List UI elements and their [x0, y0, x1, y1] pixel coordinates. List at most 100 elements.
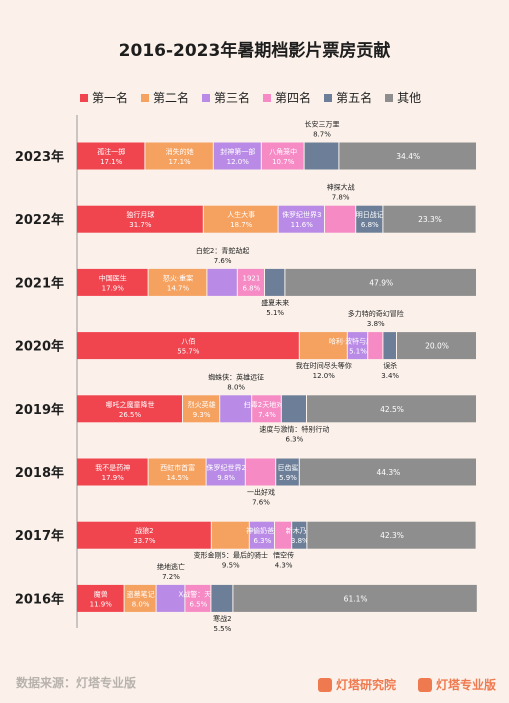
- bar-2020-6: [397, 332, 476, 360]
- bar-2019-2: [183, 395, 220, 423]
- bar-2023-5: [304, 142, 339, 170]
- bar-2019-3: [220, 395, 252, 423]
- bar-value-2023-2: 17.1%: [168, 158, 191, 166]
- bar-2017-6: [307, 521, 476, 549]
- year-label-2023: 2023年: [15, 149, 64, 165]
- bar-value-2023-3: 12.0%: [227, 158, 250, 166]
- bar-name-2016-3: 绝地逃亡: [157, 562, 185, 571]
- bar-value-2021-6: 47.9%: [369, 278, 393, 287]
- bar-value-2023-5: 8.7%: [313, 131, 331, 139]
- bar-name-2018-4: 一出好戏: [247, 488, 275, 497]
- bar-2019-4: [252, 395, 281, 423]
- bar-name-2017-2: 变形金刚5：最后的骑士: [194, 551, 268, 560]
- bar-name-2023-3: 封神第一部: [220, 147, 255, 156]
- bar-value-2022-3: 11.6%: [291, 221, 314, 229]
- bar-value-2021-4: 6.8%: [243, 284, 261, 292]
- bar-2023-1: [77, 142, 145, 170]
- bar-name-2020-2: 我在时间尽头等你: [296, 361, 352, 370]
- bar-name-2023-4: 八角笼中: [269, 147, 297, 156]
- bar-2020-1: [77, 332, 299, 360]
- legend-item-5: 第五名: [324, 89, 372, 106]
- legend-label-3: 第三名: [214, 91, 251, 105]
- bar-name-2019-1: 哪吒之魔童降世: [106, 400, 155, 409]
- bar-value-2020-6: 20.0%: [425, 342, 449, 351]
- bar-2016-1: [77, 584, 124, 612]
- bar-name-2021-3: 白蛇2：青蛇劫起: [196, 246, 249, 255]
- bar-value-2020-4: 3.8%: [367, 320, 385, 328]
- bar-2017-5: [292, 521, 307, 549]
- bar-2022-3: [278, 205, 324, 233]
- bar-value-2019-5: 6.3%: [286, 435, 304, 443]
- legend-item-3: 第三名: [202, 89, 250, 106]
- legend-label-5: 第五名: [336, 91, 373, 105]
- legend-label-2: 第二名: [153, 91, 190, 105]
- bar-name-2022-2: 人生大事: [227, 210, 255, 219]
- bar-value-2022-5: 6.8%: [361, 221, 379, 229]
- year-label-2022: 2022年: [15, 212, 64, 228]
- bar-value-2018-4: 7.6%: [252, 499, 270, 507]
- year-label-2017: 2017年: [15, 528, 64, 544]
- bar-name-2022-3: 侏罗纪世界3: [282, 210, 321, 219]
- bar-name-2020-1: 八佰: [181, 337, 195, 346]
- legend-label-1: 第一名: [92, 91, 129, 105]
- bar-2018-6: [299, 458, 476, 486]
- bar-name-2019-4: 扫毒2天地对决: [244, 400, 290, 409]
- bar-value-2018-6: 44.3%: [376, 468, 400, 477]
- bar-2021-2: [148, 268, 207, 296]
- bar-value-2021-3: 7.6%: [214, 257, 232, 265]
- bar-value-2017-3: 6.3%: [254, 537, 272, 545]
- bar-name-2023-2: 消失的她: [166, 147, 194, 156]
- bar-value-2018-5: 5.9%: [279, 474, 297, 482]
- bar-name-2023-5: 长安三万里: [305, 120, 340, 129]
- source-note: 数据来源：灯塔专业版: [16, 676, 137, 690]
- bar-name-2021-4: 1921: [242, 274, 260, 282]
- bar-name-2016-4: X战警：天启: [179, 589, 219, 598]
- bar-value-2019-2: 9.3%: [193, 411, 211, 419]
- legend-swatch-4: [263, 93, 272, 102]
- bar-2022-4: [325, 205, 356, 233]
- bar-2022-6: [383, 205, 476, 233]
- bar-value-2023-1: 17.1%: [100, 158, 123, 166]
- bar-name-2021-5: 盛夏未来: [261, 298, 289, 307]
- bar-2020-4: [368, 332, 383, 360]
- bar-2016-6: [233, 584, 477, 612]
- bar-2017-2: [211, 521, 249, 549]
- bar-2023-6: [339, 142, 476, 170]
- bar-2016-5: [211, 584, 233, 612]
- bar-value-2022-6: 23.3%: [418, 215, 442, 224]
- bar-value-2017-6: 42.3%: [380, 531, 404, 540]
- year-label-2020: 2020年: [15, 339, 64, 355]
- bar-2016-2: [124, 584, 156, 612]
- legend-swatch-5: [324, 93, 333, 102]
- bar-value-2023-6: 34.4%: [396, 152, 420, 161]
- bar-name-2019-3: 蜘蛛侠：英雄远征: [208, 372, 264, 381]
- bar-name-2020-3: 哈利·波特与魔法石: [329, 337, 387, 346]
- chart-title: 2016-2023年暑期档影片票房贡献: [118, 41, 391, 61]
- bar-2023-3: [213, 142, 261, 170]
- bar-2018-5: [276, 458, 299, 486]
- bar-value-2020-2: 12.0%: [313, 372, 336, 380]
- bar-2022-2: [203, 205, 278, 233]
- bar-value-2020-3: 5.1%: [349, 348, 367, 356]
- bar-2019-6: [307, 395, 476, 423]
- bar-name-2018-1: 我不是药神: [95, 463, 130, 472]
- legend-item-4: 第四名: [263, 89, 311, 106]
- bar-value-2021-5: 5.1%: [266, 309, 284, 317]
- bar-2019-5: [281, 395, 306, 423]
- bar-name-2016-1: 魔兽: [94, 589, 108, 598]
- bar-value-2019-6: 42.5%: [380, 405, 404, 414]
- bar-name-2016-5: 寒战2: [213, 614, 231, 623]
- bar-2018-1: [77, 458, 148, 486]
- bar-name-2022-1: 独行月球: [126, 210, 154, 219]
- bar-value-2020-1: 55.7%: [177, 348, 200, 356]
- year-label-2018: 2018年: [15, 465, 64, 481]
- brand-logo-icon: [418, 677, 432, 692]
- bar-2016-3: [156, 584, 185, 612]
- bar-value-2017-5: 3.8%: [291, 537, 309, 545]
- brand-pro-label: 灯塔专业版: [436, 678, 497, 692]
- bar-name-2017-1: 战狼2: [135, 526, 153, 535]
- bar-value-2016-2: 8.0%: [132, 600, 150, 608]
- year-label-2019: 2019年: [15, 402, 64, 418]
- year-label-2016: 2016年: [15, 591, 64, 607]
- bar-value-2020-5: 3.4%: [381, 372, 399, 380]
